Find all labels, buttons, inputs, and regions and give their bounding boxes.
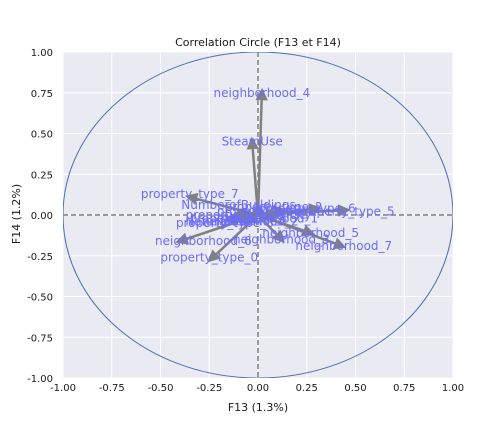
plot-area: neighborhood_4SteamUseproperty_type_7pro… (62, 51, 454, 379)
x-tick-label: 1.00 (442, 383, 464, 394)
x-axis-ticks: -1.00 -0.75 -0.50 -0.25 0.00 0.25 0.50 0.75 1.00 (50, 383, 464, 394)
vector-label-property-type-3: property_type_3 (186, 208, 284, 222)
vector-label-property-type-6: property_type_6 (258, 201, 356, 215)
x-tick-label: -0.50 (148, 383, 174, 394)
vector-label-neighborhood-4: neighborhood_4 (214, 86, 311, 100)
vector-label-property-type-7: property_type_7 (141, 187, 239, 201)
vector-label-steamuse: SteamUse (222, 135, 283, 149)
x-tick-label: 0.50 (344, 383, 366, 394)
y-tick-label: -1.00 (27, 374, 53, 385)
chart-title: Correlation Circle (F13 et F14) (175, 36, 341, 49)
y-tick-label: 0.50 (31, 130, 53, 141)
y-tick-label: 0.25 (31, 170, 53, 181)
vector-arrow-neighborhood-4 (255, 87, 268, 216)
y-tick-label: -0.75 (27, 333, 53, 344)
y-tick-label: 0.75 (31, 89, 53, 100)
x-tick-label: -0.25 (196, 383, 222, 394)
x-tick-label: 0.75 (393, 383, 415, 394)
vector-label-neighborhood-3: neighborhood_3 (233, 232, 330, 246)
y-tick-label: 1.00 (31, 48, 53, 59)
x-tick-label: -0.75 (99, 383, 125, 394)
y-tick-label: -0.25 (27, 252, 53, 263)
vector-label-property-type-0: property_type_0 (160, 250, 258, 264)
vector-label-property-type-2: property_type_2 (225, 200, 323, 214)
vector-label-neighborhood-1: neighborhood_1 (221, 211, 318, 225)
y-tick-label: -0.50 (27, 293, 53, 304)
vector-label-property-type-8: property_type_8 (176, 216, 274, 230)
vector-label-neighborhood-5: neighborhood_5 (262, 226, 359, 240)
vector-label-property-type-5: property_type_5 (297, 205, 395, 219)
x-tick-label: 0.00 (247, 383, 269, 394)
y-axis-ticks: 1.00 0.75 0.50 0.25 0.00 -0.25 -0.50 -0.75 -1.00 (27, 48, 53, 385)
vector-label-neighborhood-2: neighborhood_2 (202, 215, 299, 229)
vector-label-property-type-4: property_type_4 (190, 211, 288, 225)
x-tick-label: -1.00 (50, 383, 76, 394)
y-axis-label: F14 (1.2%) (10, 184, 23, 244)
vector-arrow-property-type-8 (223, 212, 259, 225)
vector-label-numberofbuildings: NumberofBuildings (181, 198, 295, 212)
vector-label-naturalgas: NaturalGas (185, 215, 252, 229)
x-tick-label: 0.25 (296, 383, 318, 394)
vector-label-electricity: Electricity (252, 208, 312, 222)
vector-label-neighborhood-7: neighborhood_7 (295, 239, 392, 253)
x-axis-label: F13 (1.3%) (228, 401, 288, 414)
vector-label-neighborhood-6: neighborhood_6 (155, 234, 252, 248)
vector-label-property-type-1: property_type_1 (217, 205, 315, 219)
y-tick-label: 0.00 (31, 211, 53, 222)
